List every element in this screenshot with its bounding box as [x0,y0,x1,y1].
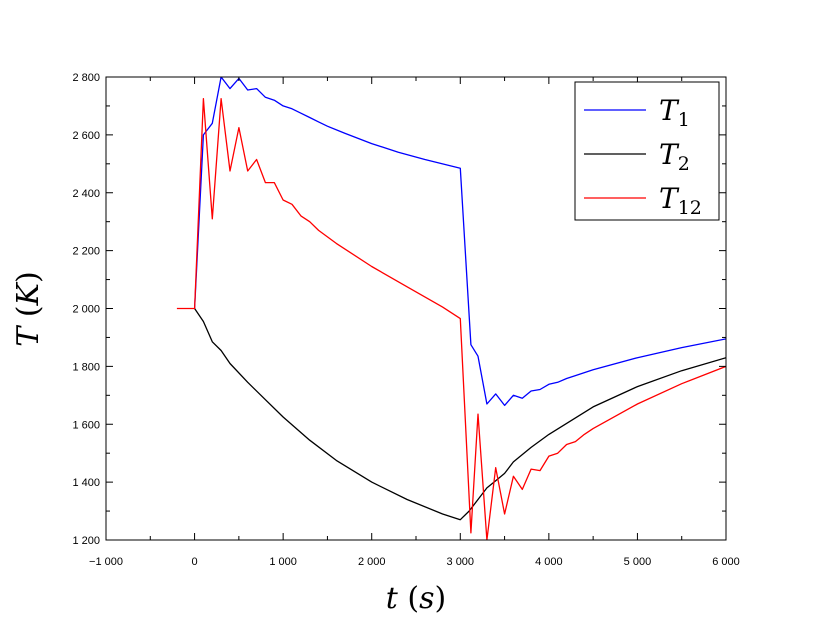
x-tick-label: 1 000 [269,556,297,568]
series-layer [176,77,726,540]
x-tick-label: −1 000 [89,556,123,568]
x-tick-label: 5 000 [624,556,652,568]
legend-label: T2 [659,138,690,175]
y-tick-label: 1 600 [72,419,100,431]
y-tick-label: 2 600 [72,130,100,142]
y-tick-label: 2 200 [72,246,100,258]
legend-label: T12 [659,182,702,219]
x-axis-title: t (s) [386,581,446,616]
legend-label: T1 [659,94,690,131]
y-axis-title: T (K) [11,271,46,346]
y-tick-label: 2 000 [72,304,100,316]
x-tick-label: 6 000 [712,556,740,568]
y-tick-label: 1 200 [72,535,100,547]
y-tick-label: 2 400 [72,188,100,200]
series-line-t12 [176,98,726,540]
ticks-layer: −1 000 0 1 000 2 000 3 000 4 000 5 000 6 000 1 2… [72,72,739,568]
x-tick-label: 4 000 [535,556,563,568]
x-tick-label: 2 000 [358,556,386,568]
series-line-t2 [194,308,726,521]
y-tick-label: 2 800 [72,72,100,84]
x-tick-label: 0 [192,556,198,568]
series-line-t1 [193,77,726,407]
y-tick-label: 1 400 [72,477,100,489]
legend: T1 T2 T12 [574,81,720,221]
x-tick-label: 3 000 [447,556,475,568]
legend-box [574,81,720,221]
y-tick-label: 1 800 [72,361,100,373]
